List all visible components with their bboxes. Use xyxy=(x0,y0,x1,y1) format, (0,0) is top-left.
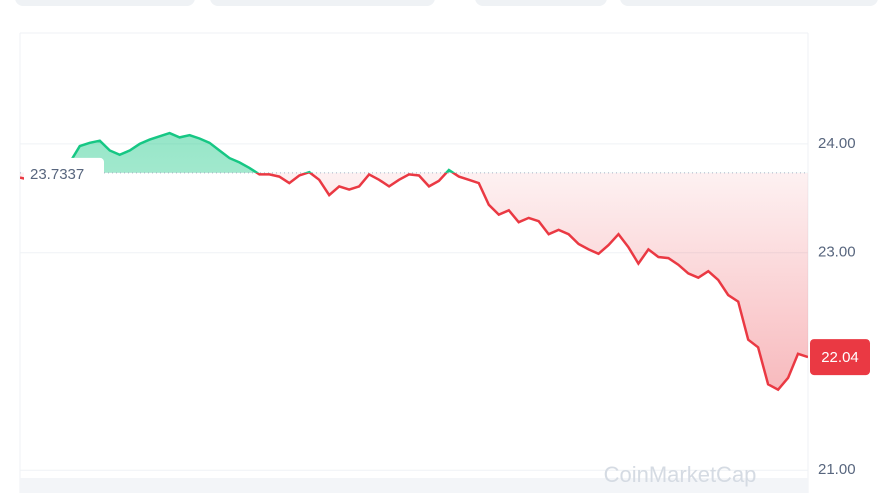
tab[interactable] xyxy=(620,0,878,6)
y-tick-label: 23.00 xyxy=(818,244,856,261)
area-down xyxy=(20,172,808,390)
y-tick-label: 21.00 xyxy=(818,461,856,478)
price-tag xyxy=(810,339,870,376)
watermark: CoinMarketCap xyxy=(604,462,757,487)
area-up xyxy=(48,133,454,173)
price-tag-label: 22.04 xyxy=(821,349,859,366)
tab[interactable] xyxy=(15,0,195,6)
baseline-label-bg xyxy=(24,157,104,188)
y-tick-label: 24.00 xyxy=(818,135,856,152)
tab[interactable] xyxy=(475,0,607,6)
tab[interactable] xyxy=(210,0,435,6)
price-line xyxy=(45,131,456,173)
price-line xyxy=(20,172,808,392)
baseline-label: 23.7337 xyxy=(30,166,84,183)
volume-strip xyxy=(20,478,808,493)
